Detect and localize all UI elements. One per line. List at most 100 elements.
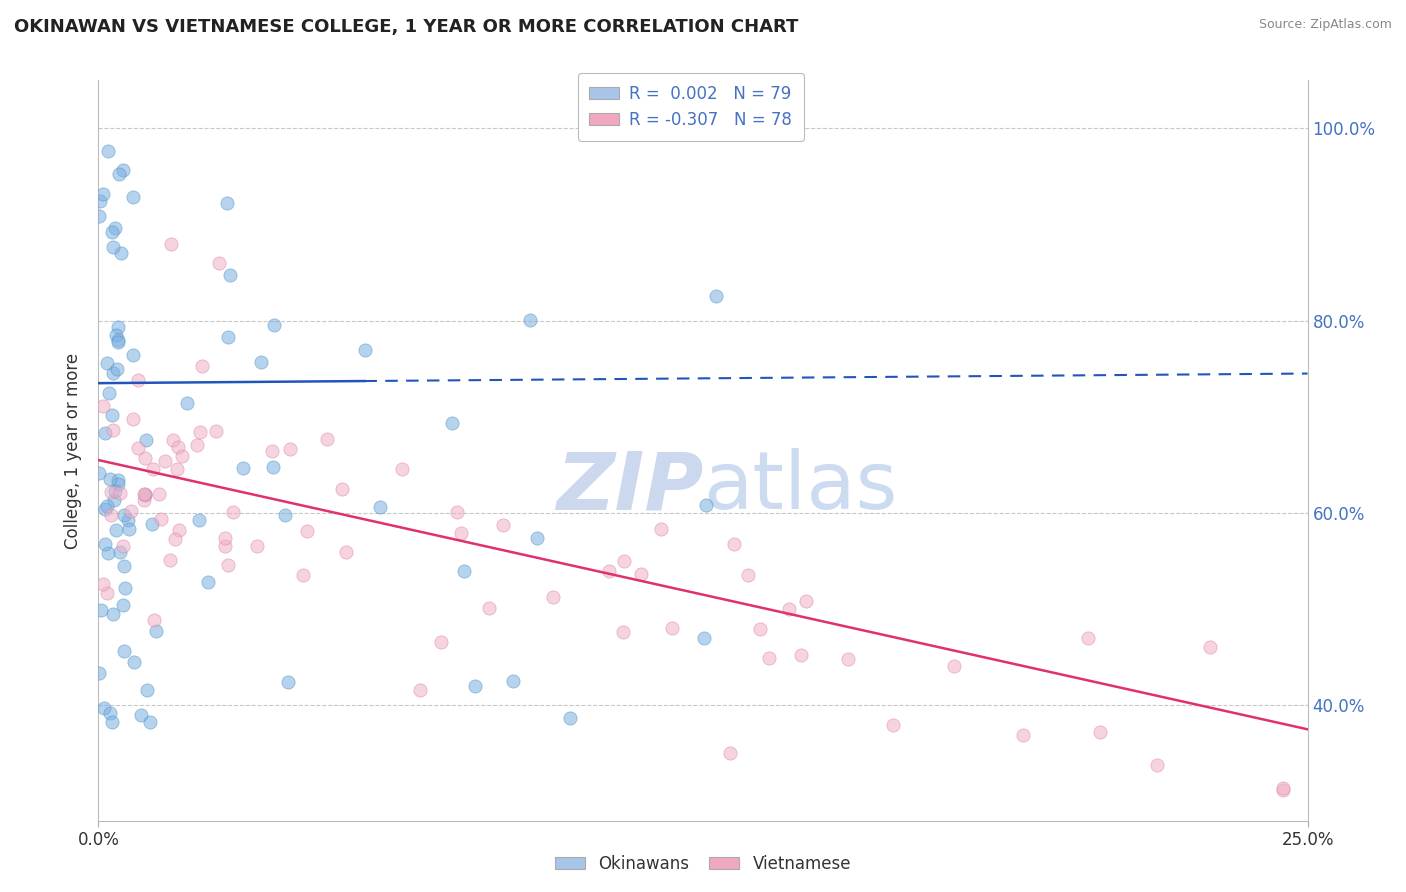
Point bbox=[159, 553, 181, 567]
Point bbox=[502, 673, 524, 688]
Point bbox=[478, 600, 501, 615]
Point bbox=[262, 459, 284, 474]
Point bbox=[155, 454, 177, 468]
Point bbox=[104, 220, 127, 235]
Point bbox=[188, 425, 211, 439]
Point bbox=[101, 607, 124, 621]
Point bbox=[464, 679, 486, 693]
Point bbox=[96, 356, 118, 370]
Point bbox=[217, 558, 239, 573]
Point bbox=[112, 539, 135, 553]
Point bbox=[526, 531, 548, 545]
Point bbox=[117, 513, 139, 527]
Point bbox=[112, 599, 135, 613]
Point bbox=[335, 545, 357, 559]
Point bbox=[148, 486, 170, 500]
Point bbox=[121, 348, 143, 362]
Point bbox=[558, 711, 581, 725]
Point bbox=[98, 385, 121, 400]
Point bbox=[107, 333, 129, 347]
Point bbox=[132, 487, 155, 501]
Point bbox=[409, 682, 432, 697]
Point bbox=[127, 373, 149, 387]
Point bbox=[1146, 757, 1168, 772]
Point bbox=[1088, 725, 1111, 739]
Point bbox=[139, 714, 162, 729]
Point bbox=[221, 505, 243, 519]
Point bbox=[278, 442, 301, 456]
Point bbox=[93, 701, 115, 715]
Point bbox=[143, 613, 166, 627]
Point bbox=[450, 525, 472, 540]
Point bbox=[122, 655, 145, 669]
Point bbox=[330, 482, 353, 496]
Point bbox=[291, 568, 314, 582]
Point bbox=[97, 144, 120, 158]
Point bbox=[94, 536, 117, 550]
Point bbox=[246, 540, 269, 554]
Point bbox=[1272, 780, 1295, 795]
Point bbox=[101, 715, 124, 730]
Point bbox=[723, 536, 745, 550]
Point bbox=[208, 256, 231, 270]
Point bbox=[104, 484, 127, 499]
Point bbox=[136, 682, 159, 697]
Point bbox=[96, 586, 118, 600]
Point bbox=[100, 484, 122, 499]
Point bbox=[166, 462, 188, 476]
Point bbox=[197, 574, 219, 589]
Point bbox=[613, 554, 636, 568]
Point bbox=[630, 567, 652, 582]
Point bbox=[446, 505, 468, 519]
Legend: R =  0.002   N = 79, R = -0.307   N = 78: R = 0.002 N = 79, R = -0.307 N = 78 bbox=[578, 73, 804, 141]
Point bbox=[103, 492, 125, 507]
Point bbox=[122, 190, 145, 204]
Text: OKINAWAN VS VIETNAMESE COLLEGE, 1 YEAR OR MORE CORRELATION CHART: OKINAWAN VS VIETNAMESE COLLEGE, 1 YEAR O… bbox=[14, 18, 799, 36]
Point bbox=[110, 246, 132, 260]
Point bbox=[98, 706, 121, 720]
Point bbox=[101, 240, 124, 254]
Point bbox=[263, 318, 285, 332]
Point bbox=[89, 209, 111, 223]
Point bbox=[101, 225, 124, 239]
Point bbox=[94, 501, 117, 516]
Point bbox=[650, 522, 672, 536]
Point bbox=[232, 461, 254, 475]
Point bbox=[453, 564, 475, 578]
Point bbox=[748, 622, 770, 636]
Point bbox=[134, 451, 156, 466]
Point bbox=[186, 438, 208, 452]
Point bbox=[107, 319, 129, 334]
Point bbox=[98, 472, 121, 486]
Point bbox=[215, 195, 238, 210]
Point bbox=[430, 635, 453, 649]
Point bbox=[612, 624, 634, 639]
Point bbox=[141, 517, 163, 532]
Point bbox=[112, 644, 135, 658]
Point bbox=[274, 508, 297, 522]
Point bbox=[149, 511, 172, 525]
Point bbox=[214, 540, 236, 554]
Point bbox=[94, 425, 117, 440]
Point bbox=[100, 508, 122, 522]
Point bbox=[217, 330, 239, 344]
Point bbox=[103, 366, 125, 380]
Point bbox=[598, 565, 620, 579]
Point bbox=[1198, 640, 1220, 655]
Point bbox=[112, 559, 135, 574]
Text: atlas: atlas bbox=[703, 449, 897, 526]
Point bbox=[492, 518, 515, 533]
Point bbox=[718, 746, 741, 760]
Point bbox=[90, 603, 112, 617]
Point bbox=[295, 524, 318, 538]
Point bbox=[170, 449, 193, 463]
Point bbox=[111, 162, 134, 177]
Point bbox=[693, 632, 716, 646]
Point bbox=[543, 591, 565, 605]
Point bbox=[91, 186, 114, 201]
Point bbox=[134, 492, 156, 507]
Point bbox=[89, 194, 111, 209]
Point bbox=[778, 602, 800, 616]
Point bbox=[737, 567, 759, 582]
Point bbox=[188, 513, 211, 527]
